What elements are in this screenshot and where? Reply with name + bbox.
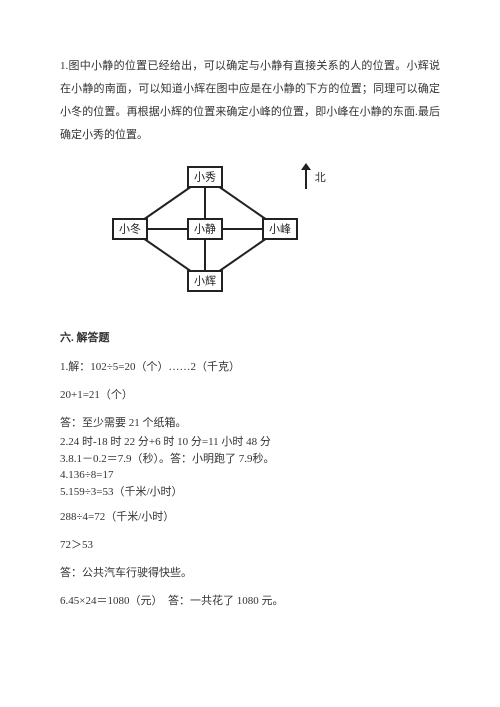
answer-line: 答：至少需要 21 个纸箱。 [60, 412, 440, 434]
answer-line: 4.136÷8=17 [60, 467, 440, 484]
answer-line: 288÷4=72（千米/小时） [60, 506, 440, 528]
position-diagram: 北 小秀小冬 小静 小峰小辉 [115, 159, 440, 309]
diagram-node-right: 小峰 [263, 219, 297, 239]
section-6-answers: 1.解：102÷5=20（个）……2（千克） 20+1=21（个） 答：至少需要 2… [60, 356, 440, 612]
answer-line: 72＞53 [60, 534, 440, 556]
diagram-node-label: 小静 [194, 222, 216, 236]
diagram-node-center: 小静 [188, 219, 222, 239]
problem-1-text: 图中小静的位置已经给出，可以确定与小静有直接关系的人的位置。小辉说在小静的南面，… [60, 60, 440, 141]
diagram-node-label: 小辉 [194, 275, 216, 288]
answer-line: 1.解：102÷5=20（个）……2（千克） [60, 356, 440, 378]
answer-line: 20+1=21（个） [60, 384, 440, 406]
diagram-edge [219, 187, 265, 219]
diagram-edge [144, 239, 190, 271]
diagram-node-label: 小峰 [269, 223, 291, 236]
problem-1: 1.图中小静的位置已经给出，可以确定与小静有直接关系的人的位置。小辉说在小静的南… [60, 55, 440, 147]
answer-line: 2.24 时-18 时 22 分+6 时 10 分=11 小时 48 分 [60, 434, 440, 451]
diagram-edge [144, 187, 190, 219]
diagram-svg: 小秀小冬 小静 小峰小辉 [115, 159, 300, 304]
diagram-node-label: 小秀 [194, 171, 216, 184]
problem-1-number: 1. [60, 60, 68, 72]
diagram-node-bottom: 小辉 [188, 271, 222, 291]
answer-line: 3.8.1－0.2＝7.9（秒）。答：小明跑了 7.9秒。 [60, 451, 440, 468]
answer-line: 6.45×24＝1080（元） 答：一共花了 1080 元。 [60, 590, 440, 612]
diagram-node-top: 小秀 [188, 167, 222, 187]
north-arrow-icon [305, 169, 307, 189]
diagram-node-label: 小冬 [119, 222, 141, 236]
diagram-edge [219, 239, 265, 271]
diagram-node-left: 小冬 [113, 219, 147, 239]
page: 1.图中小静的位置已经给出，可以确定与小静有直接关系的人的位置。小辉说在小静的南… [0, 0, 500, 652]
answer-line: 5.159÷3=53（千米/小时） [60, 484, 440, 501]
north-indicator: 北 [305, 167, 326, 190]
answer-line: 答：公共汽车行驶得快些。 [60, 562, 440, 584]
section-6-title: 六. 解答题 [60, 327, 440, 350]
north-label: 北 [315, 172, 326, 184]
